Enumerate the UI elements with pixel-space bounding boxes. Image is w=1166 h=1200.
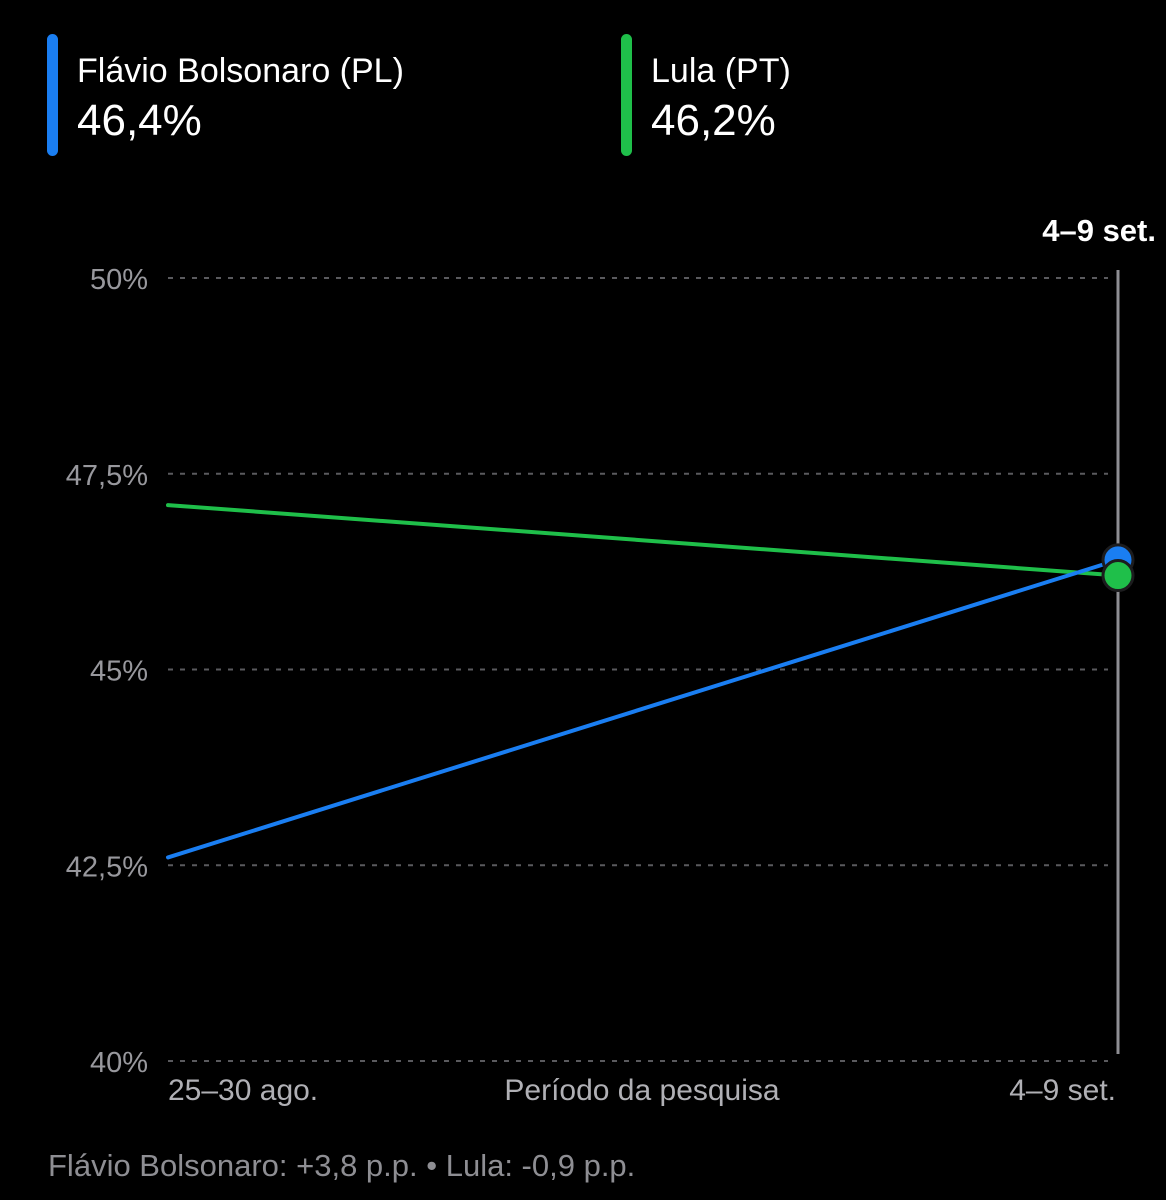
line-chart[interactable]: 40% 42,5% 45% 47,5% 50% 4–9 set. 25–30 ago. 4–9… [0, 0, 1166, 1140]
legend-swatch-bolsonaro [47, 34, 58, 156]
x-axis-title: Período da pesquisa [504, 1074, 780, 1107]
selected-period-label: 4–9 set. [1042, 213, 1156, 248]
y-tick-label: 45% [90, 656, 148, 688]
legend-value-bolsonaro: 46,4% [77, 96, 202, 145]
y-tick-label: 50% [90, 264, 148, 296]
change-summary: Flávio Bolsonaro: +3,8 p.p. • Lula: -0,9… [48, 1148, 636, 1183]
y-tick-label: 40% [90, 1047, 148, 1079]
y-tick-label: 47,5% [66, 460, 148, 492]
legend-value-lula: 46,2% [651, 96, 776, 145]
y-tick-label: 42,5% [66, 851, 148, 883]
x-tick-label: 4–9 set. [1009, 1074, 1116, 1107]
legend-name-bolsonaro: Flávio Bolsonaro (PL) [77, 52, 404, 90]
x-tick-label: 25–30 ago. [168, 1074, 318, 1107]
series-line-lula [166, 503, 1120, 578]
data-point-lula[interactable] [1101, 559, 1135, 593]
series-line-bolsonaro [166, 557, 1120, 860]
legend-swatch-lula [621, 34, 632, 156]
legend-name-lula: Lula (PT) [651, 52, 791, 90]
